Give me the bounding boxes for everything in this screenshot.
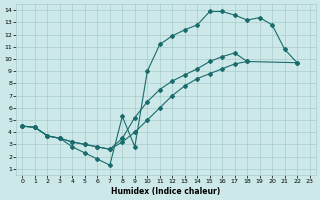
X-axis label: Humidex (Indice chaleur): Humidex (Indice chaleur) (111, 187, 221, 196)
